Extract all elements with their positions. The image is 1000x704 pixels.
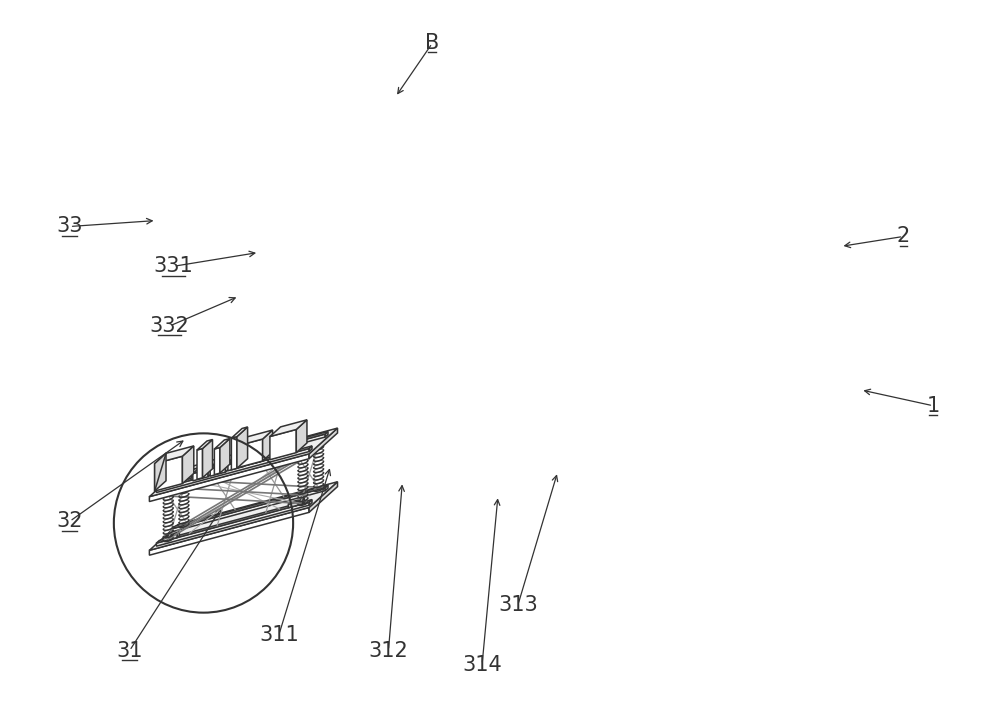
- Polygon shape: [185, 463, 204, 471]
- Polygon shape: [172, 434, 325, 478]
- Polygon shape: [325, 485, 328, 491]
- Text: 1: 1: [927, 396, 940, 416]
- Polygon shape: [263, 430, 273, 461]
- Polygon shape: [149, 508, 309, 555]
- Polygon shape: [217, 468, 219, 473]
- Text: 311: 311: [259, 625, 299, 645]
- Text: 31: 31: [116, 641, 143, 661]
- Text: 33: 33: [56, 217, 83, 237]
- Polygon shape: [172, 432, 328, 475]
- Polygon shape: [208, 470, 217, 475]
- Polygon shape: [210, 465, 225, 476]
- Polygon shape: [197, 439, 213, 450]
- Polygon shape: [236, 439, 263, 468]
- Polygon shape: [156, 500, 312, 543]
- Polygon shape: [193, 458, 221, 474]
- Polygon shape: [254, 456, 264, 460]
- Polygon shape: [279, 451, 281, 456]
- Polygon shape: [231, 436, 237, 470]
- Polygon shape: [296, 420, 307, 453]
- Polygon shape: [191, 475, 199, 480]
- Polygon shape: [309, 446, 312, 451]
- Text: 312: 312: [369, 641, 408, 661]
- Polygon shape: [262, 456, 264, 461]
- Polygon shape: [309, 428, 338, 459]
- Polygon shape: [191, 473, 202, 477]
- Polygon shape: [270, 429, 296, 460]
- Text: 313: 313: [498, 595, 538, 615]
- Polygon shape: [163, 534, 177, 541]
- Polygon shape: [172, 488, 325, 532]
- Polygon shape: [177, 532, 179, 538]
- Polygon shape: [155, 456, 182, 491]
- Polygon shape: [197, 448, 203, 479]
- Polygon shape: [231, 427, 248, 438]
- Text: 2: 2: [897, 227, 910, 246]
- Polygon shape: [288, 501, 302, 508]
- Polygon shape: [199, 463, 204, 472]
- Polygon shape: [225, 453, 238, 472]
- Polygon shape: [228, 460, 243, 471]
- Polygon shape: [163, 532, 179, 538]
- Polygon shape: [185, 467, 199, 476]
- Polygon shape: [236, 430, 273, 446]
- Text: B: B: [425, 33, 439, 54]
- Polygon shape: [214, 439, 230, 449]
- Polygon shape: [208, 468, 219, 472]
- Polygon shape: [243, 450, 255, 467]
- Text: 32: 32: [56, 511, 83, 532]
- Polygon shape: [199, 473, 202, 478]
- Polygon shape: [254, 458, 262, 463]
- Polygon shape: [271, 453, 279, 459]
- Polygon shape: [271, 451, 281, 455]
- Polygon shape: [155, 446, 194, 464]
- Polygon shape: [172, 485, 328, 529]
- Polygon shape: [309, 482, 338, 513]
- Polygon shape: [156, 502, 309, 546]
- Text: 331: 331: [153, 256, 193, 277]
- Text: 314: 314: [462, 655, 502, 674]
- Polygon shape: [309, 500, 312, 505]
- Polygon shape: [182, 446, 194, 484]
- Polygon shape: [155, 453, 166, 491]
- Polygon shape: [149, 482, 338, 551]
- Polygon shape: [270, 420, 307, 436]
- Polygon shape: [210, 453, 238, 469]
- Polygon shape: [237, 427, 248, 468]
- Polygon shape: [228, 450, 255, 465]
- Polygon shape: [214, 448, 220, 474]
- Polygon shape: [325, 432, 328, 437]
- Polygon shape: [156, 446, 312, 489]
- Polygon shape: [203, 439, 213, 478]
- Polygon shape: [208, 458, 221, 477]
- Polygon shape: [220, 439, 230, 473]
- Polygon shape: [149, 454, 309, 501]
- Polygon shape: [288, 498, 304, 504]
- Polygon shape: [156, 448, 309, 493]
- Text: 332: 332: [149, 316, 189, 336]
- Polygon shape: [193, 470, 208, 481]
- Polygon shape: [302, 498, 304, 504]
- Polygon shape: [149, 428, 338, 497]
